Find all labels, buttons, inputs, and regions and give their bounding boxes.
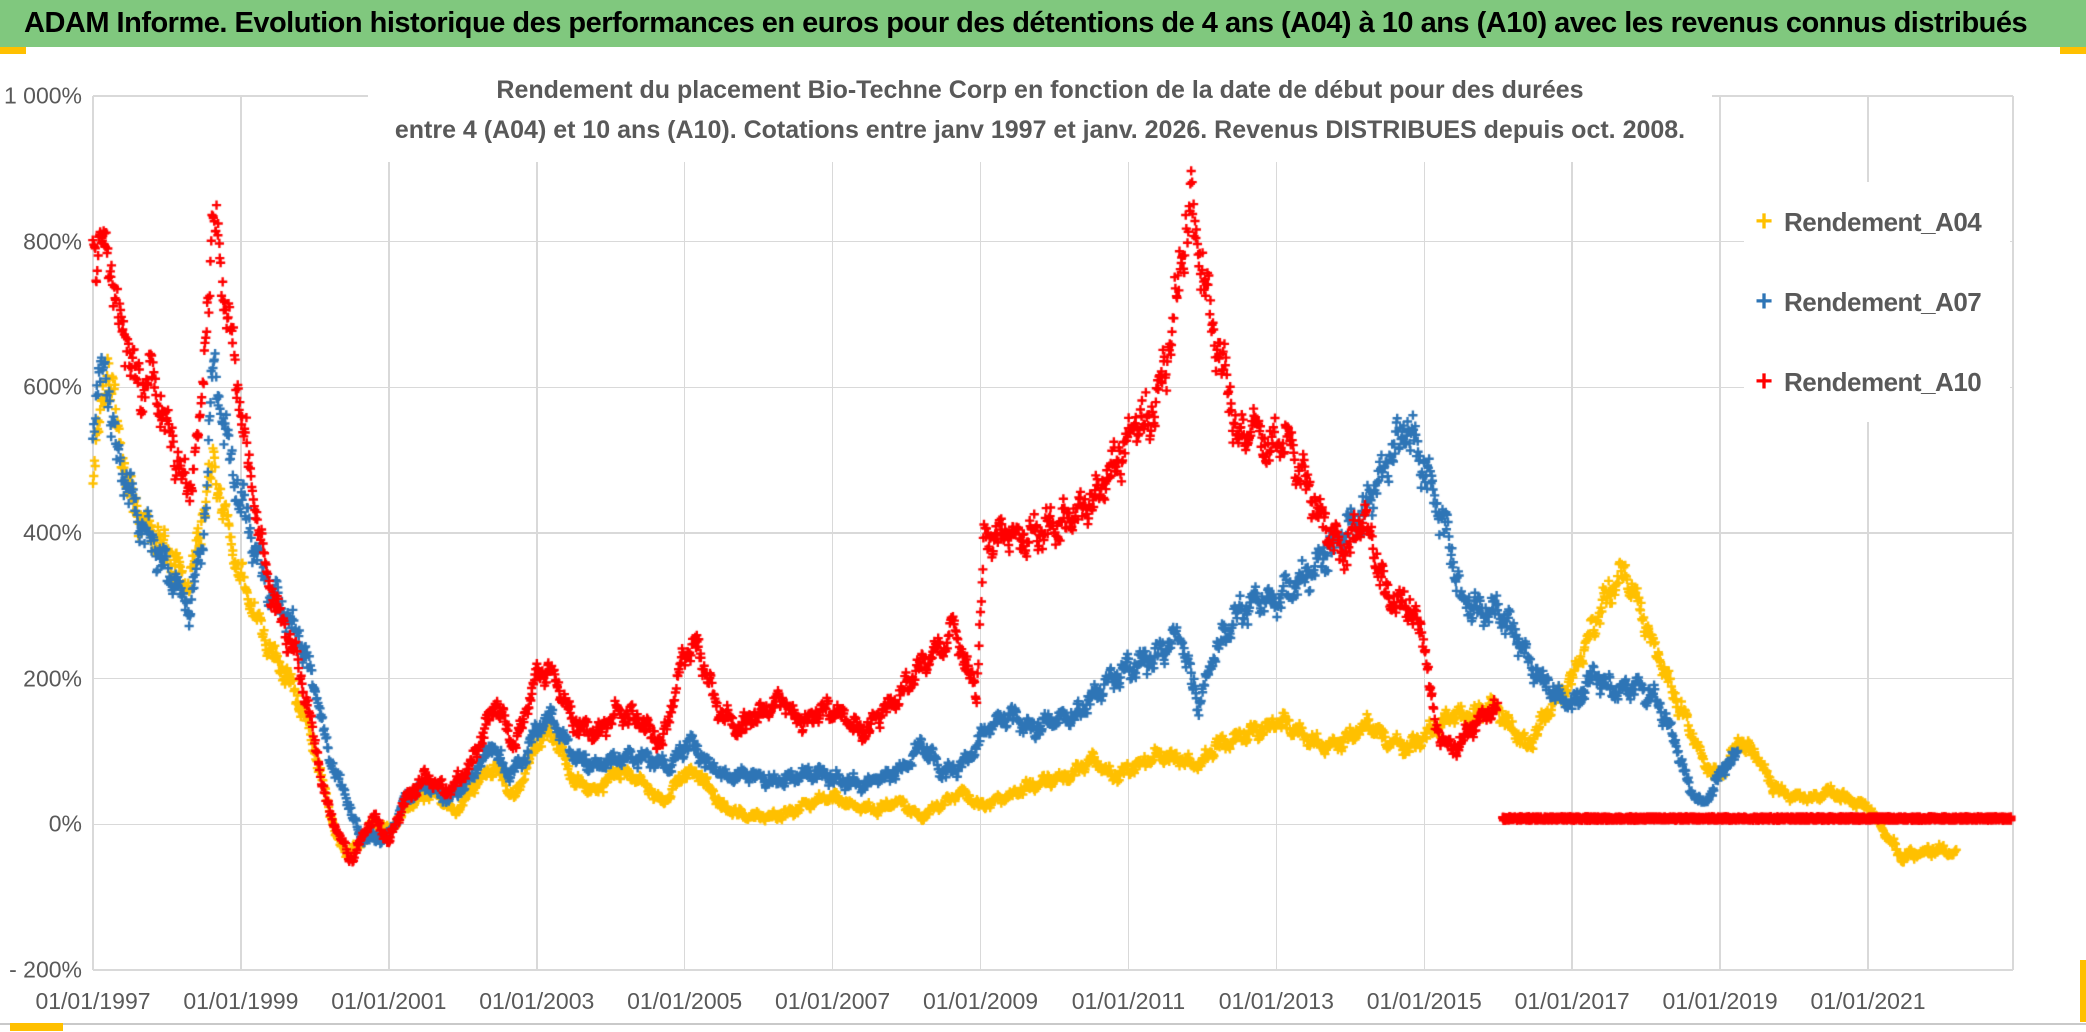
legend-label: Rendement_A07 — [1784, 286, 1982, 317]
chart-title-line1: Rendement du placement Bio-Techne Corp e… — [496, 76, 1584, 104]
legend-item-rendement_a10[interactable]: + Rendement_A10 — [1744, 360, 2010, 404]
legend-label: Rendement_A04 — [1784, 206, 1982, 237]
legend-item-rendement_a07[interactable]: + Rendement_A07 — [1744, 280, 2010, 324]
chart-title: Rendement du placement Bio-Techne Corp e… — [368, 58, 1712, 162]
legend-item-rendement_a04[interactable]: + Rendement_A04 — [1744, 200, 2010, 244]
legend-label: Rendement_A10 — [1784, 366, 1982, 397]
chart-title-line2: entre 4 (A04) et 10 ans (A10). Cotations… — [394, 116, 1686, 144]
legend-plus-marker-icon: + — [1755, 365, 1773, 398]
chart-legend: + Rendement_A04 + Rendement_A07 + Rendement_A… — [1744, 182, 2010, 422]
legend-plus-marker-icon: + — [1755, 285, 1773, 318]
legend-plus-marker-icon: + — [1755, 205, 1773, 238]
